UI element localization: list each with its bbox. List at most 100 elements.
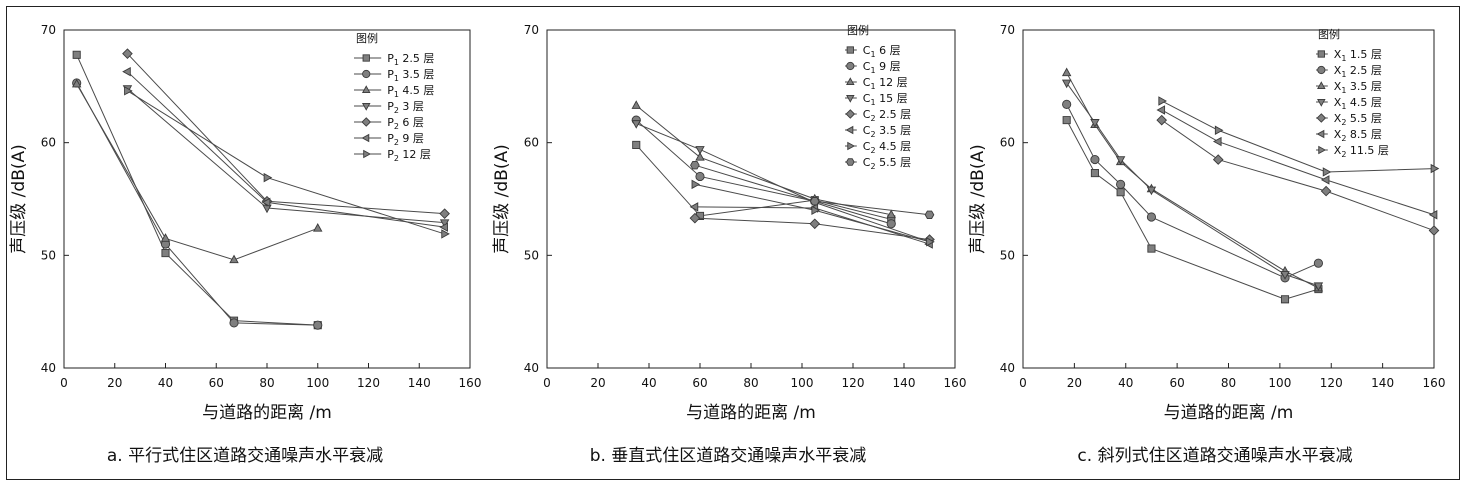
x-tick-label: 160 — [1423, 376, 1446, 390]
x-tick-label: 80 — [259, 376, 274, 390]
y-tick-label: 40 — [41, 361, 56, 375]
legend-marker — [1317, 65, 1326, 75]
y-axis-label: 声压级 /dB(A) — [492, 144, 512, 253]
legend-label: C1 9 层 — [863, 60, 901, 75]
y-tick-label: 40 — [1000, 361, 1015, 375]
data-point — [1146, 186, 1157, 196]
series-1 — [631, 115, 896, 229]
data-point — [1156, 105, 1166, 115]
legend-marker — [845, 125, 854, 135]
x-tick-label: 40 — [641, 376, 656, 390]
data-point — [1320, 175, 1330, 185]
data-point — [695, 146, 705, 155]
legend-label: X2 11.5 层 — [1334, 144, 1389, 159]
figure-frame — [6, 6, 1460, 480]
data-point — [71, 78, 82, 88]
data-point — [1214, 125, 1224, 135]
legend-label: C2 4.5 层 — [863, 140, 911, 155]
x-tick-label: 140 — [1371, 376, 1394, 390]
x-tick-label: 60 — [209, 376, 224, 390]
chart-caption: a. 平行式住区道路交通噪声水平衰减 — [107, 446, 383, 466]
x-axis-label: 与道路的距离 /m — [1164, 403, 1294, 423]
series-7 — [690, 161, 935, 219]
data-point — [229, 254, 239, 264]
data-point — [1428, 225, 1440, 236]
data-point — [1313, 258, 1323, 268]
y-tick-label: 60 — [1000, 136, 1015, 150]
data-point — [695, 171, 705, 182]
series-line — [1161, 119, 1435, 232]
legend-title: 图例 — [356, 31, 378, 45]
data-point — [631, 100, 641, 109]
y-axis-label: 声压级 /dB(A) — [9, 144, 29, 253]
y-axis-label: 声压级 /dB(A) — [968, 144, 988, 253]
data-point — [689, 212, 701, 224]
data-point — [1156, 114, 1168, 126]
data-point — [1212, 154, 1224, 165]
series-2 — [631, 100, 896, 219]
y-tick-label: 60 — [524, 136, 539, 150]
series-6 — [1158, 96, 1440, 177]
legend-label: C1 12 层 — [863, 76, 908, 91]
legend-marker — [361, 85, 371, 94]
series-4 — [689, 212, 935, 245]
y-tick-label: 70 — [41, 23, 56, 37]
y-tick-label: 50 — [524, 248, 539, 262]
legend-label: X1 3.5 层 — [1334, 80, 1382, 95]
data-point — [161, 249, 170, 258]
data-point — [631, 120, 641, 129]
series-line — [1161, 109, 1435, 216]
data-point — [72, 50, 81, 59]
y-tick-label: 50 — [41, 248, 56, 262]
y-tick-label: 40 — [524, 361, 539, 375]
x-tick-label: 0 — [60, 376, 68, 390]
x-tick-label: 100 — [306, 376, 329, 390]
data-point — [439, 222, 448, 232]
legend-marker — [846, 46, 854, 54]
x-tick-label: 160 — [459, 376, 482, 390]
data-point — [313, 223, 323, 232]
data-point — [1322, 167, 1332, 177]
legend-marker — [1317, 98, 1326, 107]
data-point — [1428, 210, 1438, 220]
x-tick-label: 20 — [1067, 376, 1082, 390]
series-line — [76, 54, 318, 326]
x-tick-label: 140 — [408, 376, 431, 390]
legend: 图例 C1 6 层C1 9 层C1 12 层C1 15 层C2 2.5 层C2 3… — [845, 23, 911, 171]
legend-label: X1 2.5 层 — [1334, 64, 1382, 79]
data-point — [122, 48, 133, 59]
y-tick-label: 60 — [41, 136, 56, 150]
x-tick-label: 100 — [1268, 376, 1291, 390]
legend-marker — [361, 117, 372, 127]
legend-label: X2 8.5 层 — [1334, 128, 1382, 143]
data-point — [1115, 156, 1126, 165]
data-point — [926, 237, 935, 247]
y-tick-label: 50 — [1000, 248, 1015, 262]
data-point — [1061, 79, 1072, 89]
data-point — [1313, 282, 1324, 292]
legend-marker — [362, 69, 371, 79]
data-point — [1061, 67, 1072, 77]
legend-marker — [846, 94, 855, 103]
chart-caption: b. 垂直式住区道路交通噪声水平衰减 — [590, 446, 867, 466]
data-point — [1158, 96, 1167, 106]
series-line — [1161, 100, 1435, 173]
data-point — [886, 219, 896, 229]
data-point — [124, 86, 133, 96]
series-6 — [124, 86, 450, 239]
legend-label: C2 2.5 层 — [863, 108, 911, 123]
chart-panel-2: 0 20 40 60 80 100 120 140 160 40 50 60 70 与道路的距离 /m 声压… — [968, 23, 1445, 466]
data-point — [313, 320, 323, 330]
series-2 — [71, 78, 323, 264]
legend-marker — [362, 54, 370, 62]
legend-marker — [847, 141, 856, 151]
data-point — [1116, 188, 1125, 197]
x-tick-label: 80 — [743, 376, 758, 390]
legend-marker — [361, 133, 370, 143]
data-point — [439, 208, 450, 219]
legend-marker — [1318, 145, 1327, 155]
legend-title: 图例 — [847, 23, 869, 37]
x-tick-label: 60 — [692, 376, 707, 390]
